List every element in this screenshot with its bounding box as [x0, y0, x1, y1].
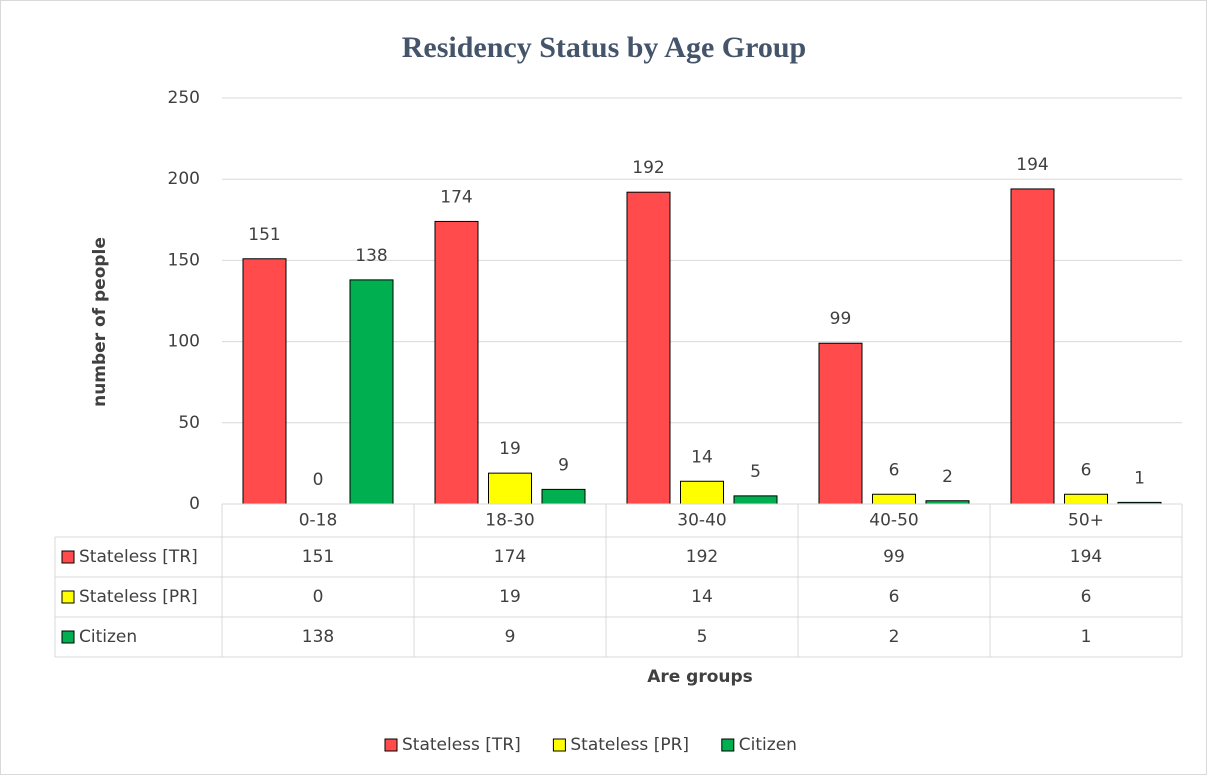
data-label: 2: [942, 467, 953, 487]
y-tick-label: 100: [168, 332, 200, 352]
table-cell: 174: [494, 547, 526, 567]
table-cell: 19: [499, 587, 521, 607]
data-label: 174: [440, 187, 472, 207]
bar: [434, 220, 479, 505]
legend-swatch: [384, 738, 398, 752]
x-axis-title: Are groups: [647, 667, 753, 687]
data-label: 19: [499, 439, 521, 459]
data-label: 6: [1081, 460, 1092, 480]
data-label: 194: [1016, 155, 1048, 175]
data-label: 192: [632, 158, 664, 178]
y-tick-label: 200: [168, 169, 200, 189]
legend-label: Stateless [TR]: [402, 735, 521, 755]
table-legend-swatch: [61, 630, 75, 644]
x-tick-label: 40-50: [869, 511, 918, 531]
data-label: 1: [1134, 468, 1145, 488]
table-cell: 99: [883, 547, 905, 567]
table-cell: 9: [505, 627, 516, 647]
bar: [242, 258, 287, 505]
table-cell: 14: [691, 587, 713, 607]
table-cell: 6: [1081, 587, 1092, 607]
y-tick-label: 250: [168, 88, 200, 108]
table-cell: 194: [1070, 547, 1102, 567]
data-label: 99: [830, 309, 852, 329]
table-cell: 151: [302, 547, 334, 567]
x-tick-label: 18-30: [485, 511, 534, 531]
legend-swatch: [552, 738, 566, 752]
data-label: 151: [248, 225, 280, 245]
bar: [1064, 493, 1108, 505]
data-label: 0: [313, 470, 324, 490]
table-cell: 0: [313, 587, 324, 607]
data-label: 6: [889, 460, 900, 480]
chart-title: Residency Status by Age Group: [402, 31, 807, 64]
bar: [349, 279, 394, 505]
data-label: 9: [558, 455, 569, 475]
legend-swatch: [721, 738, 735, 752]
table-series-name: Stateless [PR]: [79, 587, 198, 607]
y-tick-label: 0: [189, 494, 200, 514]
table-cell: 2: [889, 627, 900, 647]
bar: [680, 480, 724, 505]
y-tick-label: 150: [168, 250, 200, 270]
x-tick-label: 30-40: [677, 511, 726, 531]
table-series-name: Stateless [TR]: [79, 547, 198, 567]
table-cell: 6: [889, 587, 900, 607]
data-label: 14: [691, 447, 713, 467]
table-cell: 1: [1081, 627, 1092, 647]
bar: [1010, 188, 1055, 505]
bar: [541, 488, 586, 505]
bar: [872, 493, 916, 505]
y-axis-title: number of people: [90, 237, 110, 407]
table-cell: 138: [302, 627, 334, 647]
data-label: 138: [355, 246, 387, 266]
legend-label: Citizen: [739, 735, 797, 755]
table-legend-swatch: [61, 550, 75, 564]
legend-label: Stateless [PR]: [570, 735, 689, 755]
bar: [818, 342, 863, 505]
table-cell: 5: [697, 627, 708, 647]
table-series-name: Citizen: [79, 627, 137, 647]
data-label: 5: [750, 462, 761, 482]
bar: [488, 472, 532, 505]
bar: [733, 495, 778, 505]
table-legend-swatch: [61, 590, 75, 604]
bar: [626, 191, 671, 505]
y-tick-label: 50: [178, 413, 200, 433]
x-tick-label: 0-18: [299, 511, 338, 531]
x-tick-label: 50+: [1068, 511, 1104, 531]
table-cell: 192: [686, 547, 718, 567]
